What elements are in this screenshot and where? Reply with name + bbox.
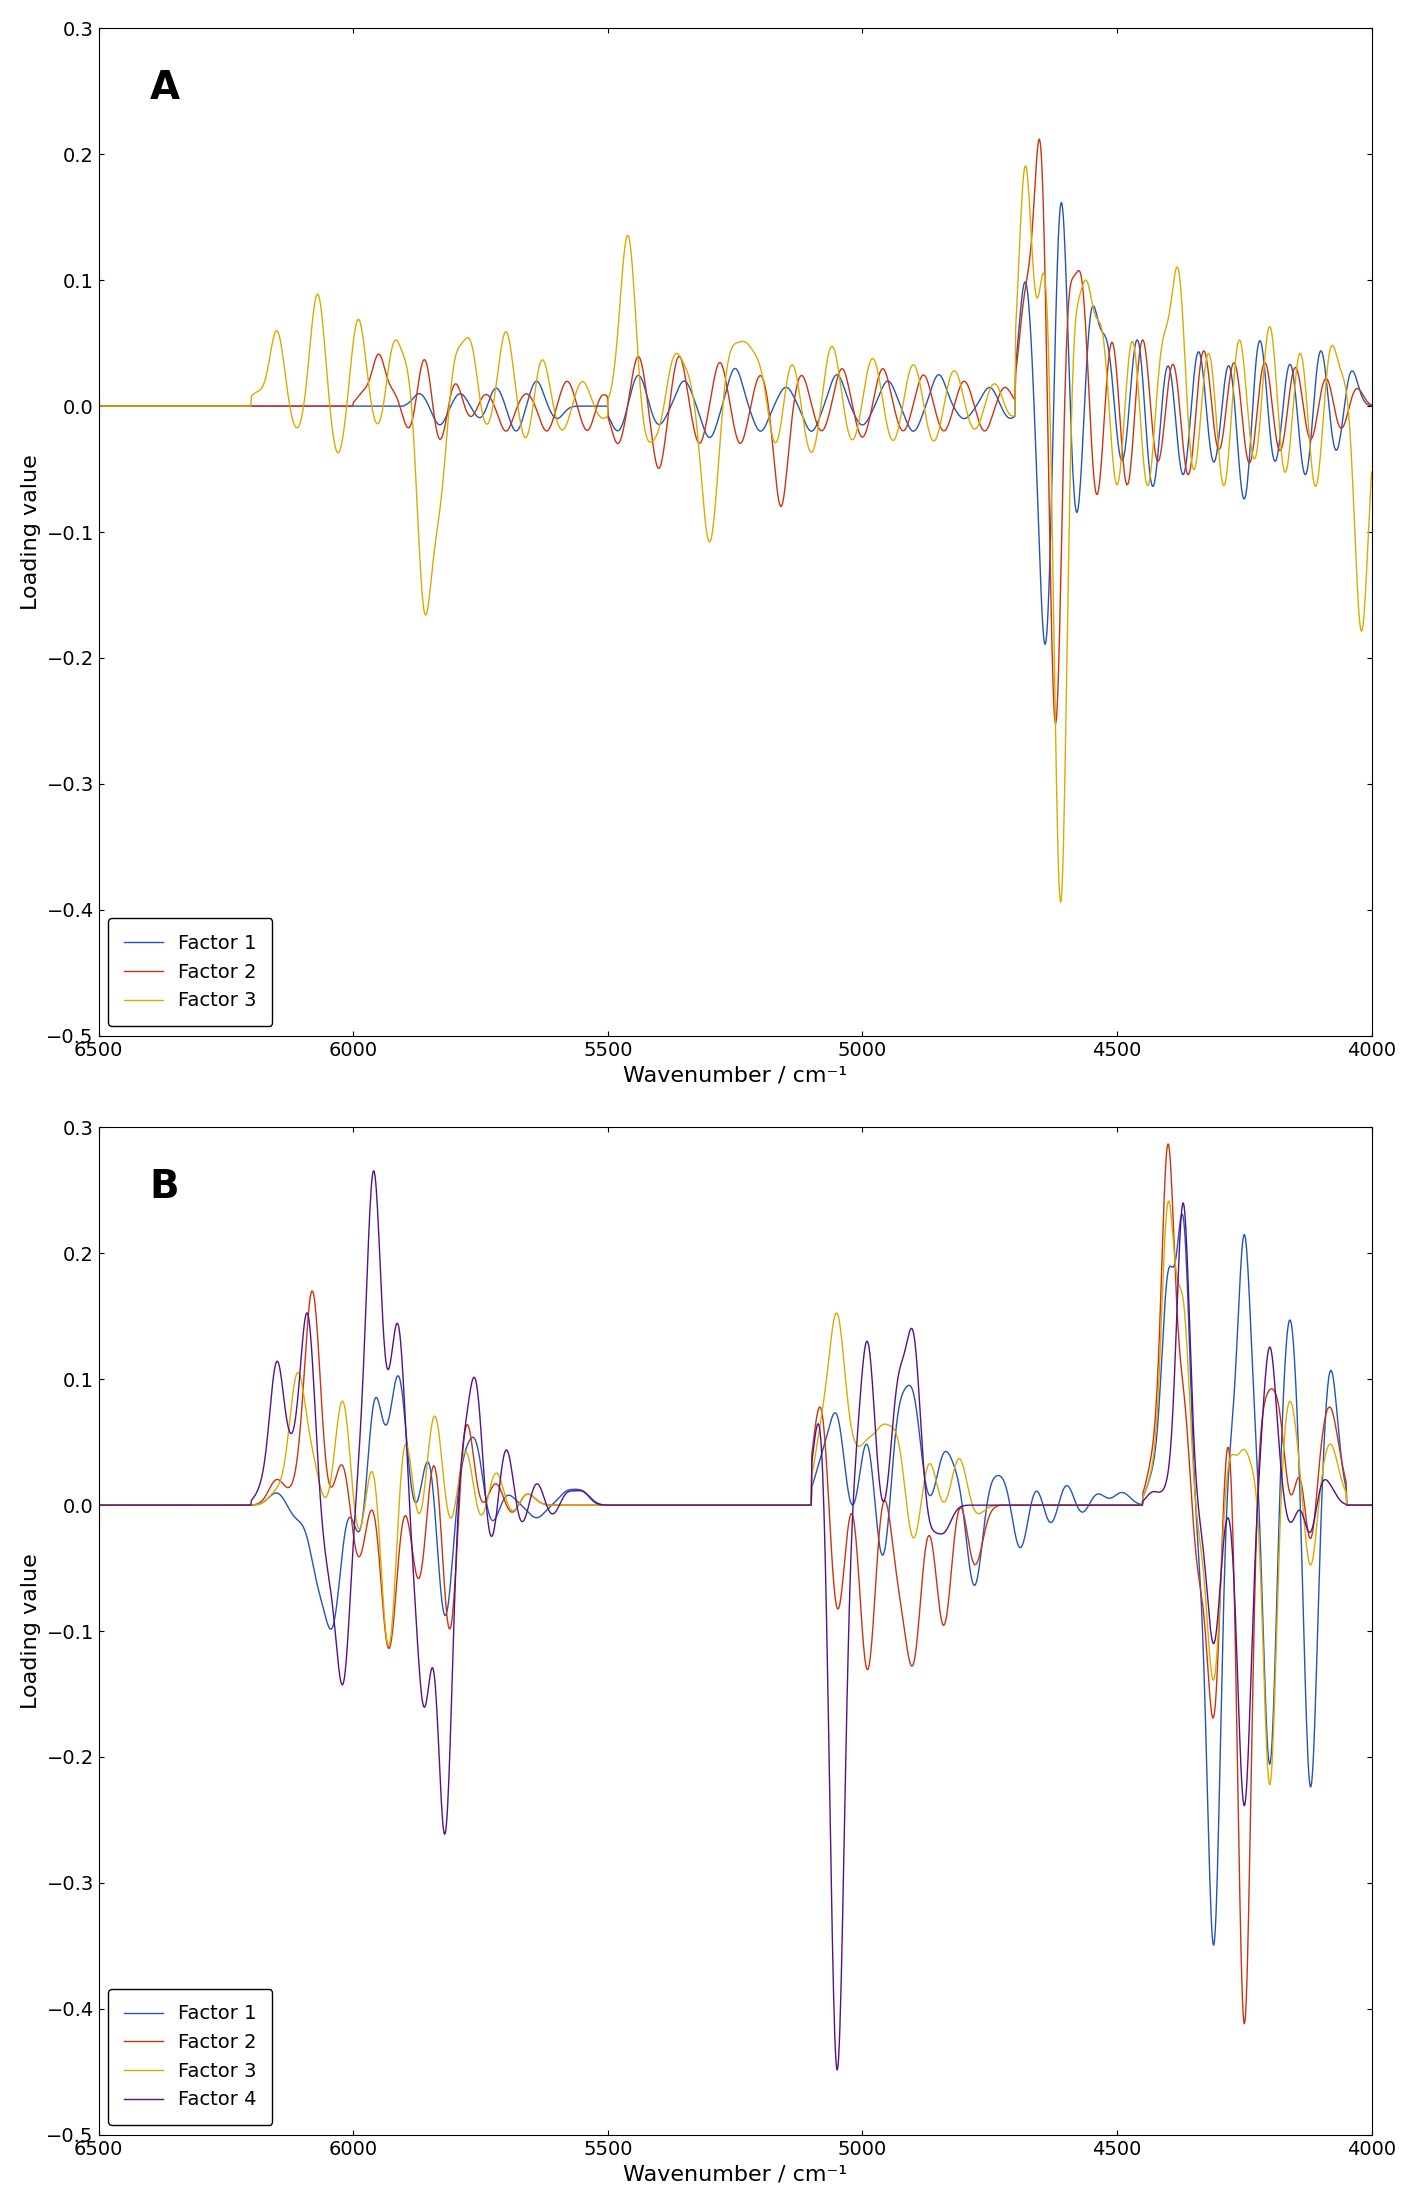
Y-axis label: Loading value: Loading value [21,1552,41,1709]
Factor 4 [154,1493,171,1519]
Factor 3 [1261,1771,1278,1797]
X-axis label: Wavenumber / cm⁻¹: Wavenumber / cm⁻¹ [623,1065,847,1085]
Factor 3 [676,1493,693,1519]
Y-axis label: Loading value: Loading value [21,454,41,611]
Factor 1 [1173,1202,1190,1228]
Factor 2 [1094,437,1111,463]
Factor 3 [1161,1188,1178,1215]
Factor 2 [91,1493,108,1519]
Factor 3 [1326,1442,1343,1469]
Factor 4 [1363,1493,1380,1519]
Factor 2 [154,1493,171,1519]
Factor 1 [1093,1482,1110,1508]
Text: A: A [150,68,180,106]
Line: Factor 1: Factor 1 [99,1215,1372,1945]
Factor 3 [91,1493,108,1519]
Factor 3 [1326,337,1343,364]
Factor 1 [1036,631,1053,657]
X-axis label: Wavenumber / cm⁻¹: Wavenumber / cm⁻¹ [623,2163,847,2185]
Factor 4 [91,1493,108,1519]
Factor 1 [1206,1932,1223,1958]
Factor 3 [708,1493,726,1519]
Factor 4 [710,1493,727,1519]
Factor 1 [1326,1383,1343,1409]
Factor 3 [154,392,171,419]
Factor 4 [366,1158,383,1184]
Legend: Factor 1, Factor 2, Factor 3: Factor 1, Factor 2, Factor 3 [108,919,272,1025]
Factor 1 [1328,437,1345,463]
Factor 4 [1326,1480,1343,1506]
Factor 3 [1016,152,1033,179]
Factor 2 [1363,392,1380,419]
Line: Factor 3: Factor 3 [99,1202,1372,1784]
Factor 3 [708,461,726,487]
Factor 2 [1236,2011,1253,2037]
Factor 1 [1328,1389,1345,1416]
Factor 4 [1094,1493,1111,1519]
Factor 2 [1326,399,1343,426]
Factor 3 [1363,459,1380,485]
Factor 3 [154,1493,171,1519]
Factor 2 [676,1493,693,1519]
Factor 2 [154,392,171,419]
Factor 1 [1053,190,1070,216]
Factor 3 [1093,1493,1110,1519]
Factor 1 [676,1493,693,1519]
Factor 1 [91,1493,108,1519]
Factor 1 [1363,1493,1380,1519]
Factor 2 [91,392,108,419]
Factor 2 [708,353,726,379]
Line: Factor 4: Factor 4 [99,1171,1372,2070]
Factor 1 [676,368,693,395]
Factor 1 [154,1493,171,1519]
Factor 2 [1328,1416,1345,1442]
Factor 3 [1328,1444,1345,1471]
Factor 1 [708,408,726,434]
Factor 3 [1328,340,1345,366]
Factor 3 [1094,318,1111,344]
Factor 1 [708,1493,726,1519]
Line: Factor 3: Factor 3 [99,165,1372,902]
Factor 1 [154,392,171,419]
Line: Factor 2: Factor 2 [99,139,1372,723]
Factor 2 [1093,1493,1110,1519]
Factor 2 [1030,126,1047,152]
Factor 2 [1363,1493,1380,1519]
Legend: Factor 1, Factor 2, Factor 3, Factor 4: Factor 1, Factor 2, Factor 3, Factor 4 [108,1989,272,2126]
Factor 4 [829,2057,846,2084]
Text: B: B [150,1169,179,1206]
Factor 3 [676,351,693,377]
Factor 1 [1094,318,1111,344]
Factor 1 [91,392,108,419]
Factor 3 [1363,1493,1380,1519]
Factor 2 [1326,1411,1343,1438]
Factor 2 [1328,401,1345,428]
Factor 4 [1328,1482,1345,1508]
Factor 2 [676,357,693,384]
Factor 3 [1053,889,1070,915]
Factor 2 [1047,710,1064,736]
Factor 1 [1326,437,1343,463]
Line: Factor 2: Factor 2 [99,1144,1372,2024]
Factor 2 [708,1493,726,1519]
Factor 3 [91,392,108,419]
Factor 2 [1159,1131,1176,1158]
Line: Factor 1: Factor 1 [99,203,1372,644]
Factor 4 [676,1493,693,1519]
Factor 1 [1363,392,1380,419]
